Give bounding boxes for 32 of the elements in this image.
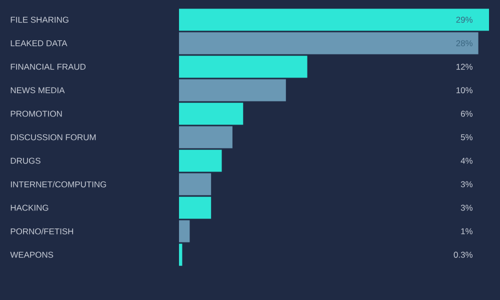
y-tick-label: INTERNET/COMPUTING	[10, 181, 106, 188]
y-tick-label: HACKING	[10, 204, 48, 211]
y-tick-label: PORNO/FETISH	[10, 228, 74, 234]
bar	[179, 102, 244, 125]
bar	[179, 79, 286, 102]
data-label: 0.3%	[454, 252, 473, 258]
y-tick-label: WEAPONS	[10, 252, 54, 258]
data-label: 10%	[456, 87, 473, 94]
y-tick-label: NEWS MEDIA	[10, 87, 65, 94]
bar	[179, 150, 222, 172]
data-label: 12%	[456, 64, 473, 70]
bar	[179, 56, 308, 78]
bar	[179, 126, 232, 148]
data-label: 3%	[460, 181, 473, 188]
bar	[179, 220, 190, 242]
bar	[179, 173, 212, 196]
y-tick-label: PROMOTION	[10, 110, 62, 117]
y-tick-label: DISCUSSION FORUM	[10, 134, 96, 140]
bar	[179, 244, 182, 266]
data-label: 6%	[461, 110, 473, 117]
data-label: 5%	[460, 134, 473, 140]
bar	[179, 32, 478, 54]
y-tick-label: FINANCIAL FRAUD	[10, 64, 86, 70]
y-tick-label: DRUGS	[10, 158, 40, 164]
data-label: 4%	[460, 158, 473, 164]
y-tick-label: LEAKED DATA	[10, 40, 68, 46]
data-label: 3%	[460, 204, 473, 211]
data-label: 29%	[456, 16, 473, 23]
bar	[179, 196, 212, 219]
data-label: 1%	[461, 228, 473, 234]
y-tick-label: FILE SHARING	[10, 16, 68, 23]
bar	[179, 8, 490, 31]
